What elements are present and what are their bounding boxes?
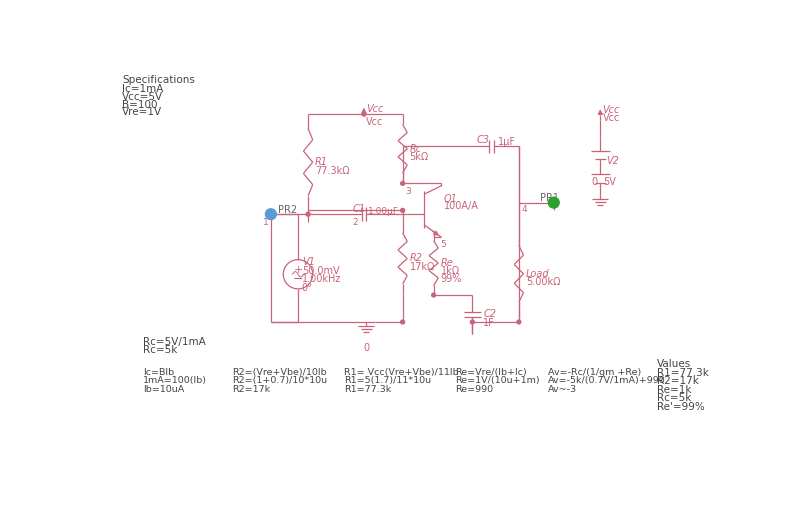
Text: Q1: Q1	[444, 193, 457, 203]
Text: Re=Vre/(Ib+Ic): Re=Vre/(Ib+Ic)	[455, 367, 526, 376]
Text: PR1: PR1	[539, 192, 558, 203]
Text: 0°: 0°	[302, 282, 312, 292]
Text: Re=1k: Re=1k	[656, 384, 691, 394]
Text: R1=5(1.7)/11*10u: R1=5(1.7)/11*10u	[344, 376, 431, 384]
Text: 2: 2	[352, 217, 358, 226]
Text: Rc=5V/1mA: Rc=5V/1mA	[143, 336, 205, 346]
Text: Re: Re	[440, 258, 453, 267]
Text: 1: 1	[263, 218, 269, 227]
Text: 1.00kHz: 1.00kHz	[302, 274, 341, 284]
Text: R2=17k: R2=17k	[656, 376, 698, 385]
Text: 0: 0	[590, 177, 597, 187]
Text: C3: C3	[476, 135, 488, 145]
Text: 50.0mV: 50.0mV	[302, 266, 339, 275]
Text: R2=(1+0.7)/10*10u: R2=(1+0.7)/10*10u	[232, 376, 327, 384]
Text: 5kΩ: 5kΩ	[409, 152, 428, 162]
Text: Rc: Rc	[409, 144, 421, 153]
Circle shape	[265, 209, 276, 220]
Text: −: −	[293, 273, 303, 286]
Text: 1mA=100(Ib): 1mA=100(Ib)	[143, 376, 207, 384]
Text: 0: 0	[363, 343, 369, 352]
Text: Values: Values	[656, 358, 691, 369]
Text: C1: C1	[352, 204, 365, 214]
Text: Re'=99%: Re'=99%	[656, 401, 703, 411]
Circle shape	[548, 198, 558, 209]
Text: Av~-3: Av~-3	[548, 384, 577, 393]
Text: Vcc=5V: Vcc=5V	[122, 92, 163, 102]
Text: V2: V2	[606, 156, 618, 165]
Text: R2: R2	[409, 253, 422, 263]
Text: V1: V1	[302, 256, 314, 266]
Text: Specifications: Specifications	[122, 75, 195, 85]
Text: Rc=5k: Rc=5k	[656, 392, 691, 402]
Text: B=100: B=100	[122, 99, 157, 109]
Circle shape	[431, 294, 435, 297]
Text: v: v	[550, 199, 556, 208]
Text: Re=990: Re=990	[455, 384, 493, 393]
Circle shape	[306, 213, 310, 217]
Text: R1= Vcc(Vre+Vbe)/11Ib: R1= Vcc(Vre+Vbe)/11Ib	[344, 367, 459, 376]
Circle shape	[400, 209, 404, 213]
Text: 5.00kΩ: 5.00kΩ	[525, 276, 560, 287]
Text: R2=(Vre+Vbe)/10Ib: R2=(Vre+Vbe)/10Ib	[232, 367, 326, 376]
Circle shape	[362, 113, 366, 117]
Text: 99%: 99%	[440, 273, 461, 284]
Text: Vcc: Vcc	[602, 105, 619, 115]
Text: Vcc: Vcc	[602, 112, 619, 123]
Circle shape	[470, 321, 474, 324]
Text: 17kΩ: 17kΩ	[409, 261, 435, 271]
Text: 3: 3	[405, 186, 411, 195]
Text: R1: R1	[314, 157, 328, 167]
Text: Ic=1mA: Ic=1mA	[122, 84, 164, 94]
Text: C2: C2	[483, 308, 496, 319]
Text: Av=-5k/(0.7V/1mA)+990: Av=-5k/(0.7V/1mA)+990	[548, 376, 665, 384]
Text: 1kΩ: 1kΩ	[440, 266, 460, 276]
Text: 1µF: 1µF	[497, 136, 516, 147]
Text: Load: Load	[525, 268, 549, 278]
Text: Re=1V/(10u+1m): Re=1V/(10u+1m)	[455, 376, 539, 384]
Text: 5: 5	[439, 239, 445, 248]
Text: Vcc: Vcc	[366, 117, 383, 126]
Circle shape	[400, 321, 404, 324]
Text: 77.3kΩ: 77.3kΩ	[314, 165, 349, 175]
Text: PR2: PR2	[277, 205, 297, 215]
Text: Av=-Rc/(1/gm +Re): Av=-Rc/(1/gm +Re)	[548, 367, 641, 376]
Text: 1.00µF: 1.00µF	[367, 207, 399, 216]
Circle shape	[400, 182, 404, 186]
Text: Rc=5k: Rc=5k	[143, 345, 177, 355]
Text: Ib=10uA: Ib=10uA	[143, 384, 184, 393]
Text: R2=17k: R2=17k	[232, 384, 270, 393]
Text: Ic=BIb: Ic=BIb	[143, 367, 174, 376]
Text: +: +	[293, 264, 302, 274]
Circle shape	[269, 213, 273, 217]
Text: v: v	[268, 210, 273, 219]
Text: 100A/A: 100A/A	[444, 201, 478, 211]
Text: 5V: 5V	[602, 177, 615, 187]
Text: Vcc: Vcc	[366, 103, 383, 114]
Circle shape	[516, 321, 520, 324]
Text: R1=77.3k: R1=77.3k	[656, 367, 708, 377]
Text: Vre=1V: Vre=1V	[122, 107, 162, 117]
Text: R1=77.3k: R1=77.3k	[344, 384, 391, 393]
Text: 1F: 1F	[483, 317, 494, 327]
Text: 4: 4	[521, 205, 527, 214]
